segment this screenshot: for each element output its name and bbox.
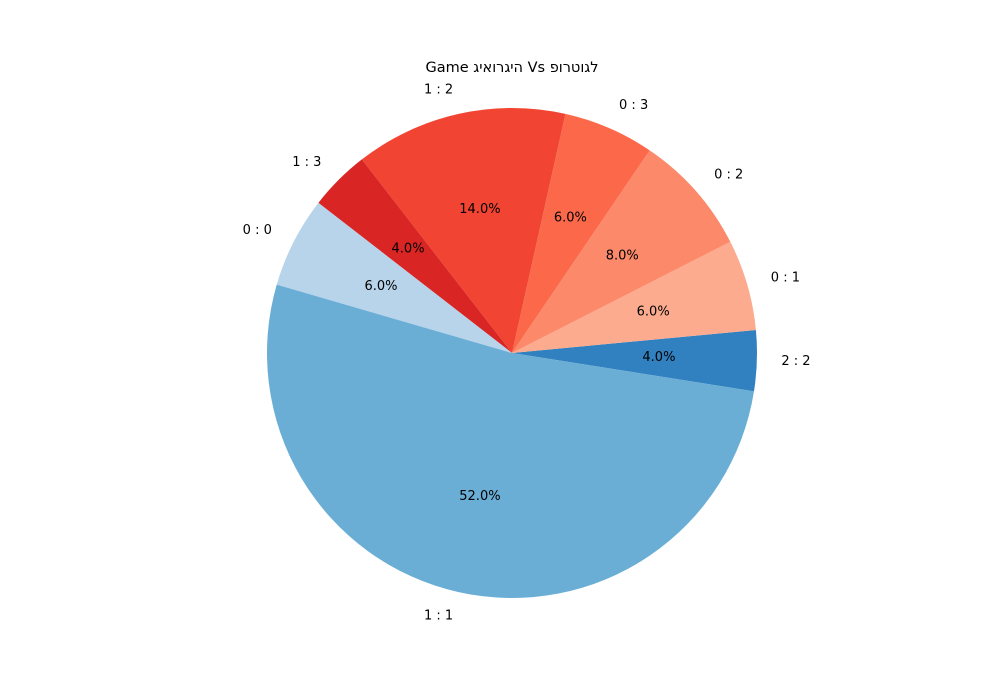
pie-category-label-2: 0 : 2: [714, 167, 743, 182]
pie-category-label-1: 0 : 1: [771, 270, 800, 285]
pie-percent-label-7: 52.0%: [459, 489, 500, 504]
pie-category-label-6: 0 : 0: [243, 223, 272, 238]
pie-percent-label-3: 6.0%: [554, 211, 587, 226]
pie-percent-label-6: 6.0%: [365, 279, 398, 294]
pie-slices: [267, 108, 757, 598]
pie-category-label-3: 0 : 3: [619, 98, 648, 113]
pie-category-label-7: 1 : 1: [424, 609, 453, 624]
pie-percent-label-2: 8.0%: [606, 248, 639, 263]
pie-percent-label-1: 6.0%: [637, 304, 670, 319]
pie-percent-label-4: 14.0%: [459, 202, 500, 217]
pie-percent-label-0: 4.0%: [642, 350, 675, 365]
pie-percent-label-5: 4.0%: [392, 242, 425, 257]
pie-category-label-5: 1 : 3: [292, 155, 321, 170]
pie-category-label-4: 1 : 2: [424, 82, 453, 97]
pie-category-label-0: 2 : 2: [781, 354, 810, 369]
